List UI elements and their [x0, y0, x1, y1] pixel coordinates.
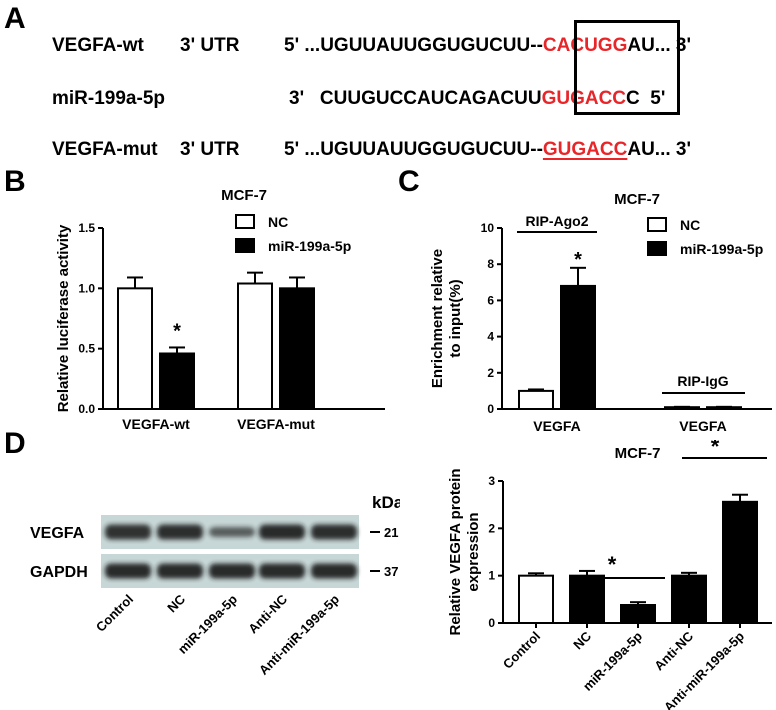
panel-letter-b: B — [4, 165, 26, 198]
bar — [518, 574, 554, 625]
y-axis-label-line1: Enrichment relative — [429, 249, 446, 388]
x-tick-label: VEGFA-wt — [122, 416, 190, 430]
blot-band — [311, 524, 357, 540]
y-tick-label: 1 — [488, 569, 495, 583]
y-tick-label: 1.0 — [78, 281, 95, 295]
bar — [671, 574, 707, 625]
bar — [518, 389, 554, 410]
mw-label: 37 — [384, 564, 398, 579]
bar — [560, 284, 596, 410]
y-axis-label: Relative luciferase activity — [55, 224, 72, 412]
wt-name: VEGFA-wt — [52, 35, 144, 56]
y-axis-label-line1: Relative VEGFA protein — [447, 469, 464, 636]
legend-swatch — [647, 217, 667, 232]
bar — [237, 282, 273, 410]
wt-sequence: 5' ...UGUUAUUGGUGUCUU--CACUGGAU... 3' — [284, 36, 691, 55]
chart-title: MCF-7 — [614, 191, 660, 208]
y-tick-label: 0 — [487, 402, 494, 416]
blot-band — [105, 524, 151, 540]
blot-band — [259, 563, 305, 579]
y-tick-label: 0 — [488, 616, 495, 630]
x-tick-label: Control — [500, 629, 543, 672]
bar — [722, 500, 758, 624]
blot-band — [209, 527, 255, 537]
legend-label: NC — [680, 217, 700, 233]
chart-title: MCF-7 — [221, 187, 267, 204]
mir-prefix: 3' CUUGUCCAUCAGACUU — [289, 88, 542, 109]
blot-unit-label: kDa — [372, 493, 400, 512]
y-tick-label: 2 — [487, 366, 494, 380]
blot-band — [157, 563, 203, 579]
legend-swatch — [235, 238, 255, 253]
mut-region: 3' UTR — [180, 139, 240, 160]
legend-label: miR-199a-5p — [268, 238, 351, 254]
legend-label: NC — [268, 214, 288, 230]
panel-letter-a: A — [4, 2, 26, 35]
blot-row-label: VEGFA — [30, 525, 85, 542]
x-tick-label: VEGFA — [533, 418, 580, 434]
chart-b: 0.0 0.5 1.0 1.5 MCF-7 VEGFA-wt VEGFA-mut * NC miR… — [55, 187, 385, 430]
legend-label: miR-199a-5p — [680, 241, 763, 257]
significance-star: * — [608, 552, 617, 577]
x-tick-label: NC — [570, 628, 594, 652]
bar — [159, 352, 195, 410]
blot-lane-label: Control — [93, 592, 136, 635]
mir-site: GUGACC — [541, 88, 627, 109]
mut-site: GUGACC — [542, 139, 628, 160]
x-tick-label: VEGFA-mut — [237, 416, 315, 430]
x-tick-label: Anti-NC — [651, 628, 696, 673]
mw-label: 21 — [384, 525, 398, 540]
legend-swatch — [235, 214, 255, 229]
y-tick-label: 4 — [487, 330, 494, 344]
mut-suffix: AU... 3' — [627, 139, 692, 160]
y-tick-label: 10 — [481, 221, 495, 235]
group-label: RIP-IgG — [677, 373, 728, 389]
significance-star: * — [173, 320, 181, 342]
blot-row-label: GAPDH — [30, 564, 88, 581]
blot-lane-label: Anti-NC — [245, 591, 290, 636]
blot-band — [311, 563, 357, 579]
blot-band — [105, 563, 151, 579]
bar — [620, 604, 656, 625]
panel-letter-d: D — [4, 427, 26, 460]
panel-letter-c: C — [398, 165, 420, 198]
mut-name: VEGFA-mut — [52, 139, 158, 160]
y-axis-label-line2: to input(%) — [447, 279, 464, 357]
bar — [279, 287, 315, 410]
mir-name: miR-199a-5p — [52, 88, 165, 109]
mir-sequence: 3' CUUGUCCAUCAGACUUGUGACCC 5' — [289, 89, 665, 108]
mir-suffix: C 5' — [626, 88, 666, 109]
y-tick-label: 8 — [487, 257, 494, 271]
blot-band — [259, 524, 305, 540]
binding-site-box — [574, 20, 680, 115]
y-tick-label: 1.5 — [78, 221, 95, 235]
wt-prefix: 5' ...UGUUAUUGGUGUCUU-- — [284, 35, 543, 56]
group-label: RIP-Ago2 — [526, 213, 589, 229]
blot-band — [209, 563, 255, 579]
legend-swatch — [647, 241, 667, 256]
bar — [569, 574, 605, 625]
y-tick-label: 0.5 — [78, 342, 95, 356]
blot-band — [157, 524, 203, 540]
y-tick-label: 3 — [488, 474, 495, 488]
y-tick-label: 0.0 — [78, 402, 95, 416]
x-tick-label: VEGFA — [679, 418, 726, 434]
y-axis-label-line2: expression — [465, 512, 482, 591]
chart-title: MCF-7 — [615, 445, 661, 462]
chart-c: 0 2 4 6 8 10 MCF-7 VEGFA VEGFA * RIP-Ago2 RIP-IgG NC… — [429, 191, 772, 434]
wt-region: 3' UTR — [180, 35, 240, 56]
bar — [117, 287, 153, 410]
y-tick-label: 6 — [487, 293, 494, 307]
mut-sequence: 5' ...UGUUAUUGGUGUCUU--GUGACCAU... 3' — [284, 140, 691, 159]
wt-site: CACUGG — [542, 35, 628, 56]
blot-lane-label: NC — [164, 591, 188, 615]
significance-star: * — [574, 249, 582, 271]
significance-star: * — [711, 440, 720, 459]
y-tick-label: 2 — [488, 521, 495, 535]
mut-prefix: 5' ...UGUUAUUGGUGUCUU-- — [284, 139, 543, 160]
